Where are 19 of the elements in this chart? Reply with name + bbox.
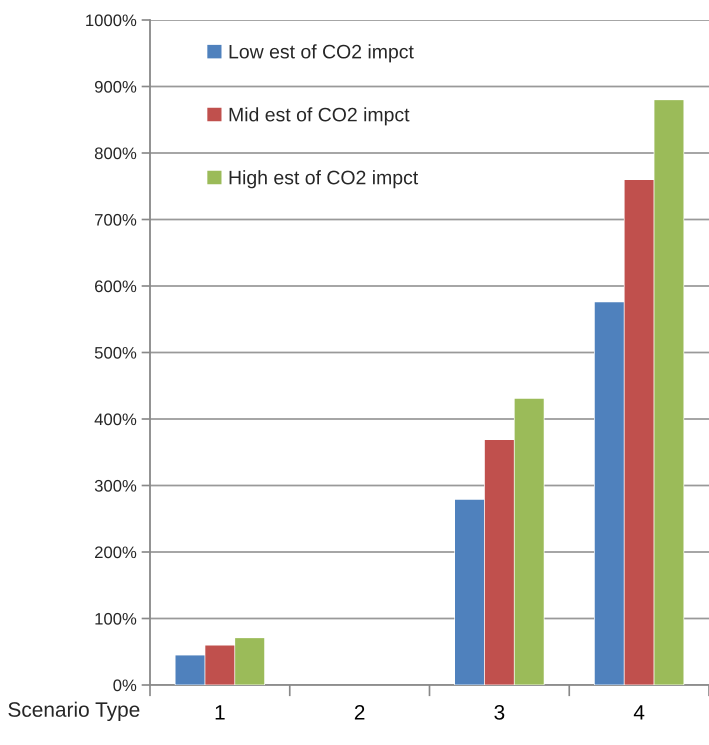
y-tick-label: 600%: [95, 280, 136, 292]
y-tick-label: 800%: [94, 147, 136, 160]
x-tick-label: 3: [494, 704, 504, 720]
y-tick-label: 900%: [94, 80, 136, 93]
y-tick-label: 100%: [95, 612, 136, 625]
legend-label: Low est of CO2 impct: [230, 44, 414, 62]
y-tick-label: 1000%: [86, 14, 136, 26]
legend-label: High est of CO2 impct: [230, 170, 418, 188]
y-tick-label: 300%: [94, 480, 136, 492]
x-tick-label: 4: [634, 705, 644, 720]
y-tick-label: 0%: [113, 679, 136, 692]
legend-label: Mid est of CO2 impct: [230, 107, 410, 126]
x-tick-label: 2: [354, 704, 364, 720]
x-axis-title: Scenario Type: [8, 702, 140, 722]
y-tick-label: 200%: [95, 546, 136, 558]
y-tick-label: 500%: [94, 346, 136, 359]
x-tick-label: 1: [216, 705, 225, 720]
y-tick-label: 700%: [95, 214, 136, 226]
y-tick-label: 400%: [94, 413, 136, 426]
